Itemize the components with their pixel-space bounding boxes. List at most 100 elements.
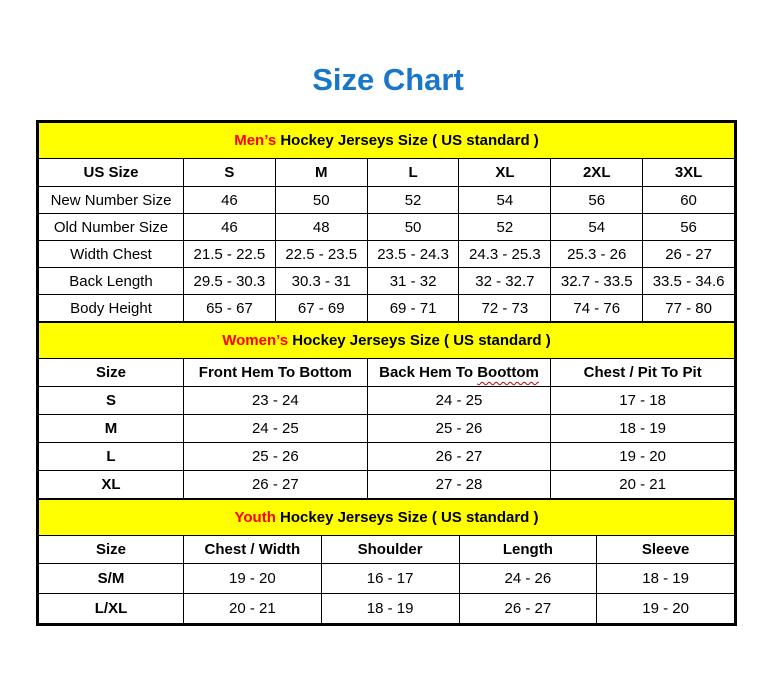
youth-size-table: Youth Hockey Jerseys Size ( US standard … bbox=[38, 499, 735, 624]
row-label: Back Length bbox=[38, 267, 184, 295]
table-cell: 56 bbox=[642, 213, 735, 241]
womens-banner-row: Women’s Hockey Jerseys Size ( US standar… bbox=[38, 322, 735, 359]
table-cell: 19 - 20 bbox=[550, 442, 735, 471]
mens-header-l: L bbox=[366, 158, 460, 187]
table-cell: 48 bbox=[274, 213, 368, 241]
womens-header-back-hem: Back Hem To Boottom bbox=[366, 358, 552, 387]
womens-header-size: Size bbox=[38, 358, 184, 387]
mens-header-row: US Size S M L XL 2XL 3XL bbox=[38, 158, 735, 187]
table-cell: 24.3 - 25.3 bbox=[458, 240, 552, 268]
table-cell: 54 bbox=[458, 186, 552, 214]
mens-header-3xl: 3XL bbox=[642, 158, 735, 187]
table-cell: 26 - 27 bbox=[183, 470, 368, 499]
table-cell: 18 - 19 bbox=[550, 414, 735, 443]
table-cell: 32 - 32.7 bbox=[458, 267, 552, 295]
table-cell: 77 - 80 bbox=[642, 294, 735, 322]
womens-banner-accent: Women’s bbox=[222, 332, 289, 349]
row-label: Width Chest bbox=[38, 240, 184, 268]
row-label: XL bbox=[38, 470, 184, 499]
mens-banner-text: Hockey Jerseys Size ( US standard ) bbox=[276, 132, 539, 149]
mens-row-body-height: Body Height 65 - 67 67 - 69 69 - 71 72 -… bbox=[38, 294, 735, 322]
row-label: Body Height bbox=[38, 294, 184, 322]
table-cell: 52 bbox=[366, 186, 460, 214]
table-cell: 67 - 69 bbox=[274, 294, 368, 322]
mens-header-s: S bbox=[183, 158, 276, 187]
youth-header-shoulder: Shoulder bbox=[320, 535, 460, 564]
table-cell: 65 - 67 bbox=[183, 294, 276, 322]
size-chart-tables: Men’s Hockey Jerseys Size ( US standard … bbox=[36, 120, 737, 626]
womens-banner-text: Hockey Jerseys Size ( US standard ) bbox=[288, 332, 551, 349]
mens-row-back-length: Back Length 29.5 - 30.3 30.3 - 31 31 - 3… bbox=[38, 267, 735, 295]
mens-banner-row: Men’s Hockey Jerseys Size ( US standard … bbox=[38, 122, 735, 159]
womens-header-row: Size Front Hem To Bottom Back Hem To Boo… bbox=[38, 358, 735, 387]
table-cell: 17 - 18 bbox=[550, 386, 735, 415]
row-label: L bbox=[38, 442, 184, 471]
womens-row-m: M 24 - 25 25 - 26 18 - 19 bbox=[38, 414, 735, 443]
table-cell: 50 bbox=[366, 213, 460, 241]
row-label: S bbox=[38, 386, 184, 415]
mens-header-m: M bbox=[274, 158, 368, 187]
table-cell: 52 bbox=[458, 213, 552, 241]
table-cell: 69 - 71 bbox=[366, 294, 460, 322]
womens-header-chest: Chest / Pit To Pit bbox=[550, 358, 735, 387]
table-cell: 29.5 - 30.3 bbox=[183, 267, 276, 295]
youth-row-sm: S/M 19 - 20 16 - 17 24 - 26 18 - 19 bbox=[38, 563, 735, 594]
table-cell: 74 - 76 bbox=[550, 294, 644, 322]
youth-section-banner: Youth Hockey Jerseys Size ( US standard … bbox=[38, 499, 735, 536]
table-cell: 19 - 20 bbox=[183, 563, 322, 594]
youth-banner-text: Hockey Jerseys Size ( US standard ) bbox=[275, 509, 539, 526]
womens-section-banner: Women’s Hockey Jerseys Size ( US standar… bbox=[38, 322, 735, 359]
table-cell: 24 - 25 bbox=[366, 386, 552, 415]
table-cell: 26 - 27 bbox=[458, 593, 598, 624]
table-cell: 18 - 19 bbox=[320, 593, 460, 624]
table-cell: 23.5 - 24.3 bbox=[366, 240, 460, 268]
table-cell: 20 - 21 bbox=[183, 593, 322, 624]
table-cell: 54 bbox=[550, 213, 644, 241]
mens-row-old-number-size: Old Number Size 46 48 50 52 54 56 bbox=[38, 213, 735, 241]
table-cell: 27 - 28 bbox=[366, 470, 552, 499]
youth-header-chest-width: Chest / Width bbox=[183, 535, 322, 564]
youth-banner-accent: Youth bbox=[234, 509, 276, 526]
youth-header-sleeve: Sleeve bbox=[596, 535, 735, 564]
table-cell: 32.7 - 33.5 bbox=[550, 267, 644, 295]
table-cell: 21.5 - 22.5 bbox=[183, 240, 276, 268]
mens-size-table: Men’s Hockey Jerseys Size ( US standard … bbox=[38, 122, 735, 322]
mens-row-width-chest: Width Chest 21.5 - 22.5 22.5 - 23.5 23.5… bbox=[38, 240, 735, 268]
table-cell: 19 - 20 bbox=[596, 593, 735, 624]
youth-row-lxl: L/XL 20 - 21 18 - 19 26 - 27 19 - 20 bbox=[38, 593, 735, 624]
back-hem-misspelled-word: Boottom bbox=[477, 364, 539, 381]
table-cell: 24 - 26 bbox=[458, 563, 598, 594]
womens-size-table: Women’s Hockey Jerseys Size ( US standar… bbox=[38, 322, 735, 499]
mens-header-2xl: 2XL bbox=[550, 158, 644, 187]
table-cell: 25 - 26 bbox=[366, 414, 552, 443]
womens-header-front-hem: Front Hem To Bottom bbox=[183, 358, 368, 387]
table-cell: 26 - 27 bbox=[366, 442, 552, 471]
youth-header-size: Size bbox=[38, 535, 184, 564]
table-cell: 18 - 19 bbox=[596, 563, 735, 594]
mens-header-xl: XL bbox=[458, 158, 552, 187]
mens-banner-accent: Men’s bbox=[234, 132, 277, 149]
mens-header-us-size: US Size bbox=[38, 158, 184, 187]
womens-row-xl: XL 26 - 27 27 - 28 20 - 21 bbox=[38, 470, 735, 499]
table-cell: 50 bbox=[274, 186, 368, 214]
table-cell: 33.5 - 34.6 bbox=[642, 267, 735, 295]
womens-row-l: L 25 - 26 26 - 27 19 - 20 bbox=[38, 442, 735, 471]
table-cell: 46 bbox=[183, 213, 276, 241]
womens-row-s: S 23 - 24 24 - 25 17 - 18 bbox=[38, 386, 735, 415]
table-cell: 72 - 73 bbox=[458, 294, 552, 322]
table-cell: 25.3 - 26 bbox=[550, 240, 644, 268]
table-cell: 60 bbox=[642, 186, 735, 214]
table-cell: 46 bbox=[183, 186, 276, 214]
table-cell: 24 - 25 bbox=[183, 414, 368, 443]
mens-row-new-number-size: New Number Size 46 50 52 54 56 60 bbox=[38, 186, 735, 214]
youth-header-length: Length bbox=[458, 535, 598, 564]
table-cell: 20 - 21 bbox=[550, 470, 735, 499]
page-title: Size Chart bbox=[312, 62, 464, 97]
row-label: M bbox=[38, 414, 184, 443]
youth-header-row: Size Chest / Width Shoulder Length Sleev… bbox=[38, 535, 735, 564]
row-label: L/XL bbox=[38, 593, 184, 624]
mens-section-banner: Men’s Hockey Jerseys Size ( US standard … bbox=[38, 122, 735, 159]
row-label: Old Number Size bbox=[38, 213, 184, 241]
table-cell: 56 bbox=[550, 186, 644, 214]
youth-banner-row: Youth Hockey Jerseys Size ( US standard … bbox=[38, 499, 735, 536]
